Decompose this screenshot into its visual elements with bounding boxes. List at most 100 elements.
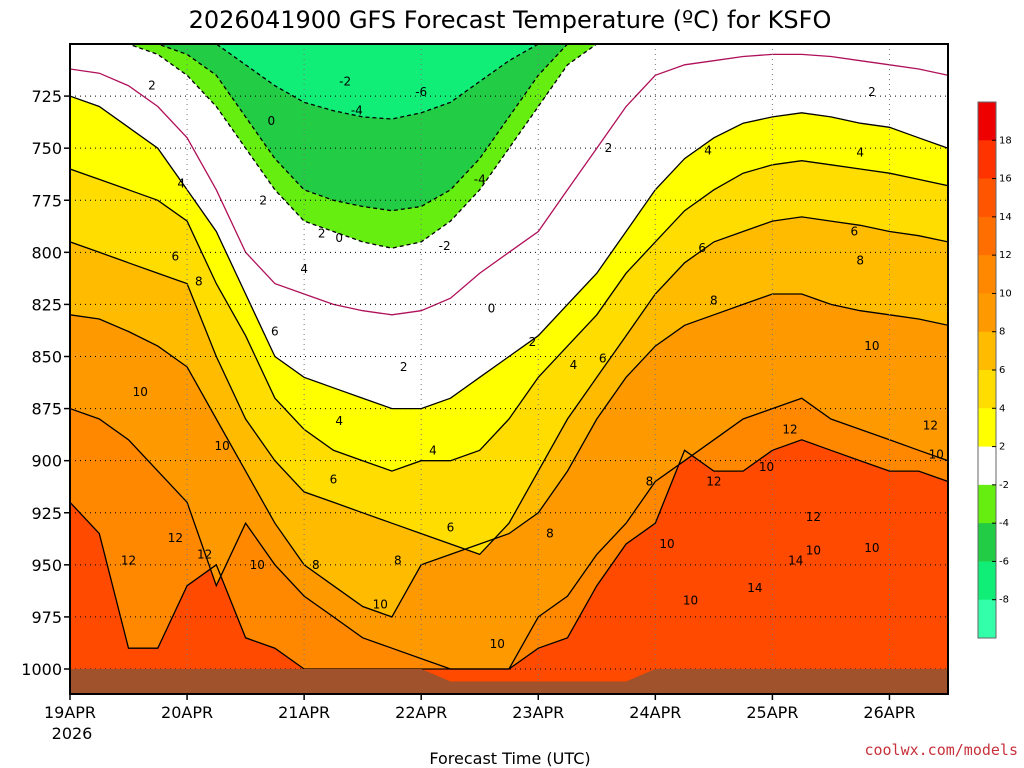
colorbar-segment <box>978 599 996 639</box>
isotherm-10 <box>70 397 948 670</box>
x-tick-label: 19APR <box>44 703 96 722</box>
credit-text: coolwx.com/models <box>864 741 1018 759</box>
x-axis-year: 2026 <box>52 724 93 743</box>
colorbar-tick-label: 18 <box>999 135 1012 146</box>
contour-label: 6 <box>330 472 338 486</box>
colorbar-segment <box>978 255 996 294</box>
colorbar-tick-label: -2 <box>999 480 1009 491</box>
isotherm-line-layer <box>70 44 948 670</box>
contour-label: 4 <box>429 443 437 457</box>
colorbar-tick-label: 14 <box>999 212 1012 223</box>
contour-label: 4 <box>177 177 185 191</box>
contour-label: 10 <box>864 541 879 555</box>
y-tick-label: 1000 <box>21 660 62 679</box>
contour-label: -2 <box>339 75 351 89</box>
contour-label: 0 <box>268 114 276 128</box>
contour-label: 2 <box>529 335 537 349</box>
isotherm-0 <box>70 53 948 316</box>
contour-label: 8 <box>312 558 320 572</box>
contour-label: 8 <box>546 527 554 541</box>
colorbar: 18 16 14 12 10 8 6 4 2 -2 -4 -6 -8 <box>977 101 1012 639</box>
grid-layer <box>70 44 948 694</box>
colorbar-tick-label: -4 <box>999 518 1009 529</box>
colorbar-tick-label: -6 <box>999 556 1009 567</box>
colorbar-tick-label: 12 <box>999 250 1012 261</box>
contour-label: 8 <box>710 293 718 307</box>
contour-label: 10 <box>806 543 821 557</box>
contour-label: 10 <box>759 460 774 474</box>
plot-frame <box>69 43 949 695</box>
contour-label: 6 <box>172 250 180 264</box>
y-tick-label: 900 <box>31 452 62 471</box>
contour-label: -2 <box>439 239 451 253</box>
contour-label: 10 <box>133 385 148 399</box>
contour-label: 6 <box>851 225 859 239</box>
y-tick-label: 850 <box>31 348 62 367</box>
y-tick-label: 725 <box>31 87 62 106</box>
colorbar-tick-label: 16 <box>999 174 1012 185</box>
fill-band--6 <box>70 44 948 119</box>
temperature-fill-layer <box>70 44 948 694</box>
x-axis: 19APR 20APR 21APR 22APR 23APR 24APR 25APR 26APR <box>44 694 916 722</box>
isotherm--4 <box>70 44 948 212</box>
colorbar-segment <box>978 446 996 486</box>
contour-label: 12 <box>706 475 721 489</box>
colorbar-tick-label: -8 <box>999 595 1009 606</box>
y-tick-label: 825 <box>31 295 62 314</box>
x-tick-label: 22APR <box>395 703 447 722</box>
contour-label: 12 <box>121 554 136 568</box>
contour-label: -6 <box>415 85 427 99</box>
contour-label: 2 <box>259 193 267 207</box>
contour-label: 8 <box>856 254 864 268</box>
colorbar-tick-label: 10 <box>999 288 1012 299</box>
contour-label: 4 <box>300 262 308 276</box>
contour-label: 12 <box>168 531 183 545</box>
contour-label: -4 <box>474 172 486 186</box>
contour-label: 10 <box>490 637 505 651</box>
contour-label: 2 <box>148 79 156 93</box>
y-axis: 725 750 775 800 825 850 875 900 925 950 975 1000 <box>21 87 70 679</box>
x-tick-label: 20APR <box>161 703 213 722</box>
contour-label: 14 <box>788 554 803 568</box>
y-tick-label: 775 <box>31 191 62 210</box>
contour-label: 6 <box>599 352 607 366</box>
contour-label: -4 <box>351 104 363 118</box>
isotherm-4 <box>70 160 948 472</box>
colorbar-segment <box>978 216 996 256</box>
contour-label: 2 <box>400 360 408 374</box>
contour-label: 6 <box>698 241 706 255</box>
y-tick-label: 950 <box>31 556 62 575</box>
y-tick-label: 925 <box>31 504 62 523</box>
contour-label: 6 <box>447 520 455 534</box>
contour-label: 8 <box>646 475 654 489</box>
contour-label: 6 <box>271 325 279 339</box>
contour-label: 10 <box>683 593 698 607</box>
y-tick-label: 875 <box>31 400 62 419</box>
contour-label: 8 <box>195 275 203 289</box>
contour-label: 2 <box>605 141 613 155</box>
x-tick-label: 21APR <box>278 703 330 722</box>
colorbar-segment <box>978 408 996 448</box>
isotherm-8 <box>70 293 948 618</box>
contour-label: 10 <box>373 597 388 611</box>
contour-label: 10 <box>215 439 230 453</box>
y-tick-label: 800 <box>31 243 62 262</box>
x-tick-label: 25APR <box>746 703 798 722</box>
contour-label: 0 <box>488 302 496 316</box>
colorbar-segment <box>978 293 996 333</box>
x-axis-title: Forecast Time (UTC) <box>429 749 590 768</box>
colorbar-segment <box>978 331 996 371</box>
contour-label: 4 <box>704 143 712 157</box>
colorbar-segment <box>978 370 996 409</box>
contour-label: 4 <box>335 414 343 428</box>
contour-label: 10 <box>659 537 674 551</box>
colorbar-segment <box>978 178 996 218</box>
contour-label: 12 <box>782 422 797 436</box>
colorbar-segment <box>978 561 996 601</box>
colorbar-tick-label: 2 <box>999 442 1005 453</box>
contour-label: 10 <box>864 339 879 353</box>
contour-label: 12 <box>923 418 938 432</box>
isotherm-2 <box>70 95 948 410</box>
contour-label: 14 <box>747 581 762 595</box>
